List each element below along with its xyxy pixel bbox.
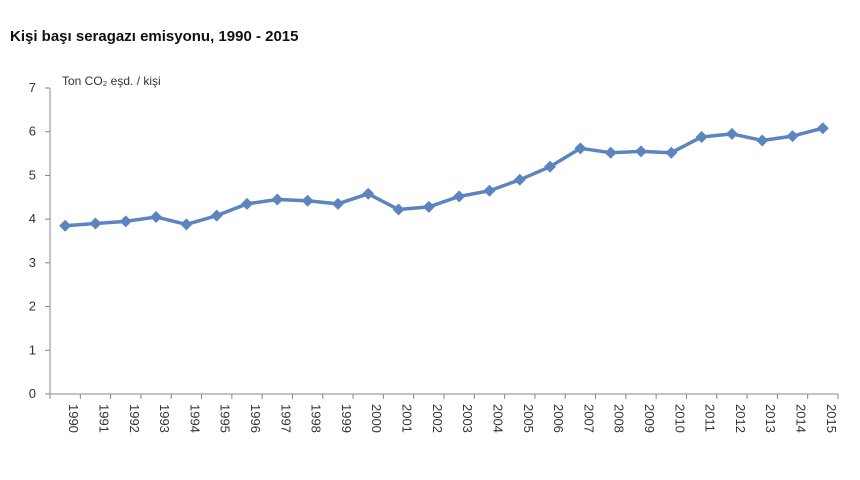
data-point-marker (119, 215, 132, 228)
x-tick-label: 1995 (218, 404, 233, 433)
data-point-marker (574, 142, 587, 155)
x-tick-label: 2006 (551, 404, 566, 433)
y-tick-label: 1 (29, 342, 36, 357)
x-tick-label: 2009 (642, 404, 657, 433)
data-point-marker (604, 146, 617, 159)
data-point-marker (301, 194, 314, 207)
data-point-marker (180, 218, 193, 231)
data-point-marker (513, 173, 526, 186)
y-tick-label: 4 (29, 211, 36, 226)
x-tick-label: 2014 (794, 404, 809, 433)
x-tick-label: 2012 (733, 404, 748, 433)
x-tick-label: 2010 (672, 404, 687, 433)
x-tick-label: 1992 (127, 404, 142, 433)
chart-title: Kişi başı seragazı emisyonu, 1990 - 2015 (10, 28, 299, 45)
data-point-marker (786, 130, 799, 143)
data-point-marker (271, 193, 284, 206)
x-axis-ticks: 1990 1991 1992 1993 1994 1995 1996 1997 1998 1999… (49, 394, 839, 433)
data-point-marker (453, 190, 466, 203)
data-point-marker (150, 210, 163, 223)
data-point-marker (665, 146, 678, 159)
data-point-marker (756, 134, 769, 147)
x-tick-label: 1990 (66, 404, 81, 433)
y-tick-label: 3 (29, 255, 36, 270)
data-point-marker (725, 127, 738, 140)
x-tick-label: 2002 (430, 404, 445, 433)
data-point-marker (483, 184, 496, 197)
y-axis-ticks: 0 1 2 3 4 5 6 7 (29, 80, 50, 401)
y-tick-label: 2 (29, 299, 36, 314)
data-point-marker (89, 217, 102, 230)
y-tick-label: 0 (29, 386, 36, 401)
x-tick-label: 2001 (400, 404, 415, 433)
x-tick-label: 2015 (824, 404, 839, 433)
data-point-marker (331, 197, 344, 210)
x-tick-label: 2008 (612, 404, 627, 433)
data-point-marker (544, 160, 557, 173)
x-tick-label: 2011 (703, 404, 718, 432)
x-tick-label: 2003 (460, 404, 475, 433)
data-point-marker (422, 200, 435, 213)
x-tick-label: 2000 (369, 404, 384, 433)
data-point-marker (816, 122, 829, 135)
x-tick-label: 2004 (490, 404, 505, 433)
data-point-marker (210, 209, 223, 222)
y-tick-label: 7 (29, 80, 36, 95)
series-layer (59, 122, 829, 232)
data-point-marker (695, 130, 708, 143)
x-tick-label: 1991 (96, 404, 111, 433)
data-point-marker (392, 203, 405, 216)
x-tick-label: 1998 (309, 404, 324, 433)
y-axis-unit-label: Ton CO₂ eşd. / kişi (62, 74, 161, 88)
y-tick-label: 5 (29, 167, 36, 182)
x-tick-label: 1997 (278, 404, 293, 433)
series-line (65, 126, 824, 228)
y-tick-label: 6 (29, 124, 36, 139)
x-tick-label: 2013 (763, 404, 778, 433)
x-tick-label: 1996 (248, 404, 263, 433)
x-tick-label: 1999 (339, 404, 354, 433)
data-point-marker (362, 187, 375, 200)
x-tick-label: 2005 (521, 404, 536, 433)
x-tick-label: 2007 (581, 404, 596, 433)
x-tick-label: 1993 (157, 404, 172, 433)
data-point-marker (59, 219, 72, 232)
data-point-marker (635, 145, 647, 158)
x-tick-label: 1994 (187, 404, 202, 433)
data-point-marker (241, 197, 253, 210)
